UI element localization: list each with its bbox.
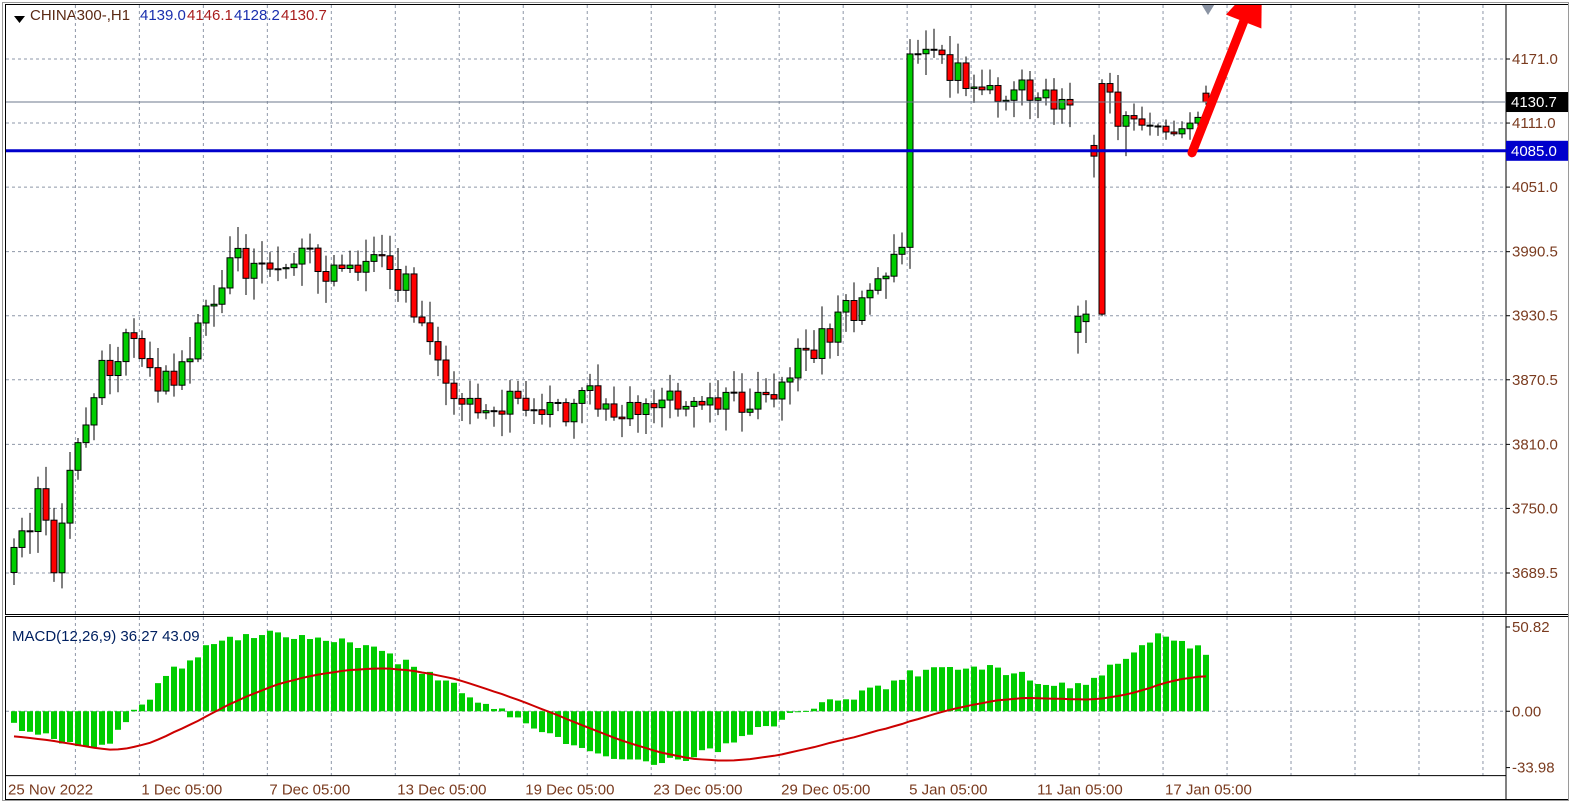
svg-text:29 Dec 05:00: 29 Dec 05:00	[781, 782, 870, 799]
svg-text:7 Dec 05:00: 7 Dec 05:00	[269, 782, 350, 799]
svg-text:4051.0: 4051.0	[1512, 179, 1558, 196]
svg-text:3990.5: 3990.5	[1512, 244, 1558, 261]
svg-text:4130.7: 4130.7	[1511, 94, 1557, 111]
svg-text:-33.98: -33.98	[1512, 760, 1555, 777]
svg-text:1 Dec 05:00: 1 Dec 05:00	[141, 782, 222, 799]
svg-text:MACD(12,26,9) 36.27 43.09: MACD(12,26,9) 36.27 43.09	[12, 628, 200, 645]
svg-text:4085.0: 4085.0	[1511, 143, 1557, 160]
svg-text:3750.0: 3750.0	[1512, 500, 1558, 517]
svg-text:4146.1: 4146.1	[187, 7, 233, 24]
svg-text:19 Dec 05:00: 19 Dec 05:00	[525, 782, 614, 799]
svg-text:13 Dec 05:00: 13 Dec 05:00	[397, 782, 486, 799]
svg-text:50.82: 50.82	[1512, 619, 1550, 636]
svg-text:CHINA300-,H1: CHINA300-,H1	[30, 7, 130, 24]
svg-text:3810.0: 3810.0	[1512, 436, 1558, 453]
svg-text:3930.5: 3930.5	[1512, 308, 1558, 325]
svg-text:4128.2: 4128.2	[234, 7, 280, 24]
svg-text:5 Jan 05:00: 5 Jan 05:00	[909, 782, 987, 799]
svg-text:3870.5: 3870.5	[1512, 372, 1558, 389]
svg-text:17 Jan 05:00: 17 Jan 05:00	[1165, 782, 1252, 799]
svg-text:4171.0: 4171.0	[1512, 51, 1558, 68]
svg-text:3689.5: 3689.5	[1512, 565, 1558, 582]
svg-text:25 Nov 2022: 25 Nov 2022	[8, 782, 93, 799]
svg-text:4111.0: 4111.0	[1512, 115, 1556, 132]
svg-text:4130.7: 4130.7	[281, 7, 327, 24]
svg-text:0.00: 0.00	[1512, 703, 1541, 720]
svg-text:23 Dec 05:00: 23 Dec 05:00	[653, 782, 742, 799]
svg-text:11 Jan 05:00: 11 Jan 05:00	[1037, 782, 1123, 799]
svg-text:4139.0: 4139.0	[140, 7, 186, 24]
